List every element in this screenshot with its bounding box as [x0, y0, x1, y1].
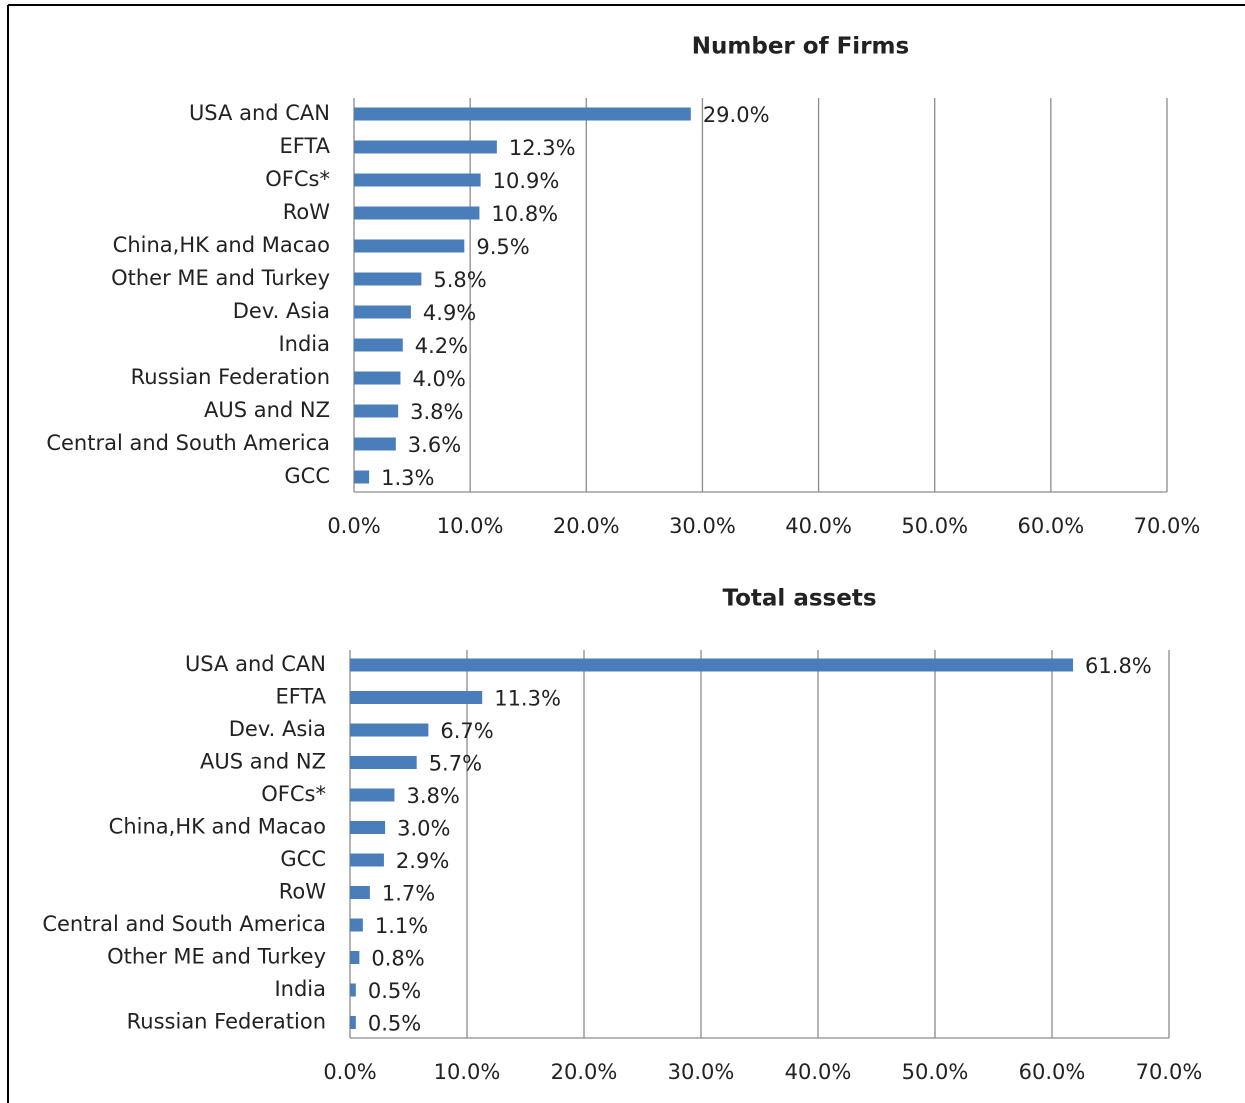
data-label: 0.5%	[368, 1012, 421, 1036]
data-label: 3.0%	[397, 817, 450, 841]
y-tick-label: USA and CAN	[185, 652, 326, 676]
data-label: 9.5%	[476, 235, 529, 259]
y-tick-label: Other ME and Turkey	[111, 266, 330, 290]
data-label: 1.7%	[382, 882, 435, 906]
x-tick-label: 10.0%	[434, 1060, 501, 1084]
data-label: 10.8%	[491, 202, 558, 226]
data-label: 0.8%	[371, 947, 424, 971]
data-label: 1.3%	[381, 466, 434, 490]
bar	[354, 305, 411, 319]
y-tick-label: Dev. Asia	[229, 717, 326, 741]
y-tick-label: EFTA	[279, 134, 330, 158]
x-tick-label: 40.0%	[785, 514, 852, 538]
bar	[354, 371, 401, 385]
bar	[354, 404, 399, 418]
y-tick-label: Russian Federation	[131, 365, 330, 389]
bar	[350, 853, 384, 867]
y-tick-label: GCC	[284, 464, 330, 488]
bar	[354, 140, 497, 154]
bar	[350, 983, 356, 997]
y-tick-label: AUS and NZ	[200, 750, 326, 774]
x-tick-label: 30.0%	[668, 1060, 735, 1084]
y-tick-label: USA and CAN	[189, 101, 330, 125]
bar	[350, 821, 386, 834]
data-label: 61.8%	[1085, 654, 1152, 678]
bar	[350, 918, 363, 932]
x-tick-label: 30.0%	[669, 514, 736, 538]
data-label: 12.3%	[509, 136, 576, 160]
chart-title: Total assets	[722, 586, 876, 612]
data-label: 5.8%	[433, 268, 486, 292]
x-tick-label: 60.0%	[1017, 514, 1084, 538]
x-tick-label: 70.0%	[1134, 514, 1201, 538]
data-label: 10.9%	[493, 169, 560, 193]
bar	[350, 951, 360, 964]
y-tick-label: RoW	[283, 200, 330, 224]
data-label: 11.3%	[494, 687, 561, 711]
bar	[350, 723, 429, 737]
bar	[354, 206, 480, 220]
chart-title: Number of Firms	[692, 34, 909, 60]
data-label: 4.0%	[412, 367, 465, 391]
y-tick-label: Dev. Asia	[233, 299, 330, 323]
bar	[350, 886, 370, 899]
data-label: 6.7%	[440, 719, 493, 743]
y-tick-label: OFCs*	[265, 167, 330, 191]
data-label: 4.9%	[423, 301, 476, 325]
x-tick-label: 40.0%	[785, 1060, 852, 1084]
y-tick-label: Other ME and Turkey	[107, 945, 326, 969]
y-tick-label: RoW	[279, 880, 326, 904]
y-tick-label: Russian Federation	[127, 1010, 326, 1034]
bar	[354, 470, 370, 484]
bar	[354, 239, 465, 253]
data-label: 0.5%	[368, 979, 421, 1003]
data-label: 5.7%	[429, 752, 482, 776]
bar	[354, 437, 396, 451]
x-tick-label: 20.0%	[553, 514, 620, 538]
bar	[350, 788, 395, 802]
x-tick-label: 50.0%	[901, 514, 968, 538]
y-tick-label: India	[274, 977, 326, 1001]
x-tick-label: 10.0%	[437, 514, 504, 538]
data-label: 3.8%	[406, 784, 459, 808]
y-tick-label: China,HK and Macao	[113, 233, 330, 257]
data-label: 29.0%	[703, 103, 770, 127]
data-label: 3.8%	[410, 400, 463, 424]
x-tick-label: 60.0%	[1019, 1060, 1086, 1084]
bar	[354, 338, 403, 352]
y-tick-label: EFTA	[275, 685, 326, 709]
bar	[350, 658, 1074, 672]
data-label: 3.6%	[408, 433, 461, 457]
y-tick-label: Central and South America	[42, 912, 326, 936]
bar	[354, 272, 422, 286]
x-tick-label: 50.0%	[902, 1060, 969, 1084]
y-tick-label: Central and South America	[46, 431, 330, 455]
y-tick-label: China,HK and Macao	[109, 815, 326, 839]
bar	[354, 107, 691, 121]
y-tick-label: India	[278, 332, 330, 356]
data-label: 2.9%	[396, 849, 449, 873]
bar	[350, 691, 483, 704]
bar	[350, 1016, 356, 1029]
data-label: 1.1%	[375, 914, 428, 938]
data-label: 4.2%	[415, 334, 468, 358]
x-tick-label: 0.0%	[327, 514, 380, 538]
y-tick-label: AUS and NZ	[204, 398, 330, 422]
bar	[354, 173, 481, 187]
x-tick-label: 20.0%	[551, 1060, 618, 1084]
y-tick-label: OFCs*	[261, 782, 326, 806]
y-tick-label: GCC	[280, 847, 326, 871]
x-tick-label: 0.0%	[323, 1060, 376, 1084]
bar	[350, 756, 417, 769]
x-tick-label: 70.0%	[1136, 1060, 1203, 1084]
